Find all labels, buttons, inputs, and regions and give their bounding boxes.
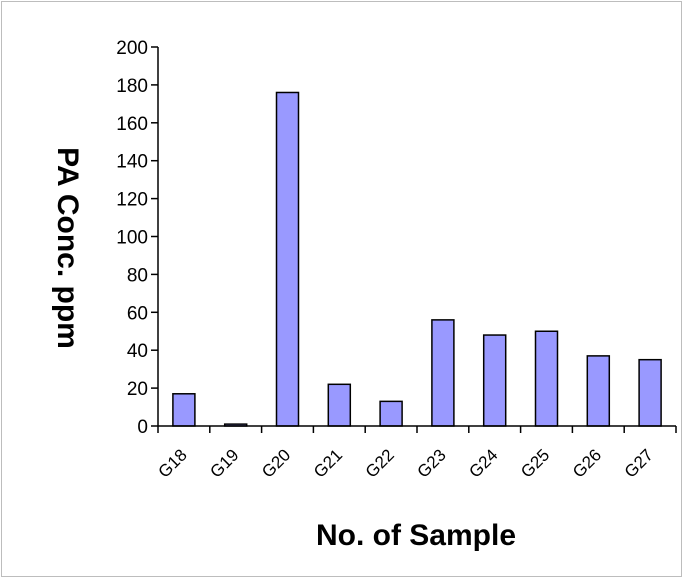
x-tick-label: G20 xyxy=(258,445,294,481)
x-tick-label: G27 xyxy=(621,445,657,481)
y-tick-label: 180 xyxy=(116,76,148,97)
x-tick-label: G19 xyxy=(206,445,242,481)
y-tick-label: 140 xyxy=(116,152,148,173)
bar-g24 xyxy=(482,334,507,427)
bars-group xyxy=(172,91,662,427)
bar-g26 xyxy=(586,355,611,427)
bar-g27 xyxy=(638,358,662,427)
bar-g21 xyxy=(327,383,352,427)
bar-g22 xyxy=(379,400,403,427)
x-tick-label: G21 xyxy=(310,445,346,481)
x-axis: G18 G19 G20 G21 G22 G23 G24 G25 G26 G27 xyxy=(155,425,677,482)
x-axis-label: No. of Sample xyxy=(316,519,516,552)
y-tick-label: 80 xyxy=(127,265,148,286)
y-tick-label: 60 xyxy=(127,303,148,324)
bar-g23 xyxy=(431,319,455,427)
x-tick-label: G23 xyxy=(414,445,450,481)
y-axis: 0 20 40 60 80 100 120 140 160 180 200 xyxy=(116,38,159,438)
bar-g25 xyxy=(534,330,559,427)
y-tick-label: 20 xyxy=(127,379,148,400)
x-tick-label: G22 xyxy=(362,445,398,481)
x-tick-label: G26 xyxy=(569,445,605,481)
x-tick-label: G18 xyxy=(155,445,191,481)
x-tick-label: G24 xyxy=(465,445,501,481)
bar-g20 xyxy=(275,91,300,427)
y-tick-label: 0 xyxy=(137,417,148,438)
y-tick-label: 200 xyxy=(116,38,148,59)
y-axis-label: PA Conc. ppm xyxy=(51,147,84,349)
x-tick-label: G25 xyxy=(517,445,553,481)
bar-g18 xyxy=(172,393,196,427)
y-tick-label: 40 xyxy=(127,341,148,362)
y-tick-label: 100 xyxy=(116,228,148,249)
y-tick-label: 160 xyxy=(116,114,148,135)
y-tick-label: 120 xyxy=(116,190,148,211)
